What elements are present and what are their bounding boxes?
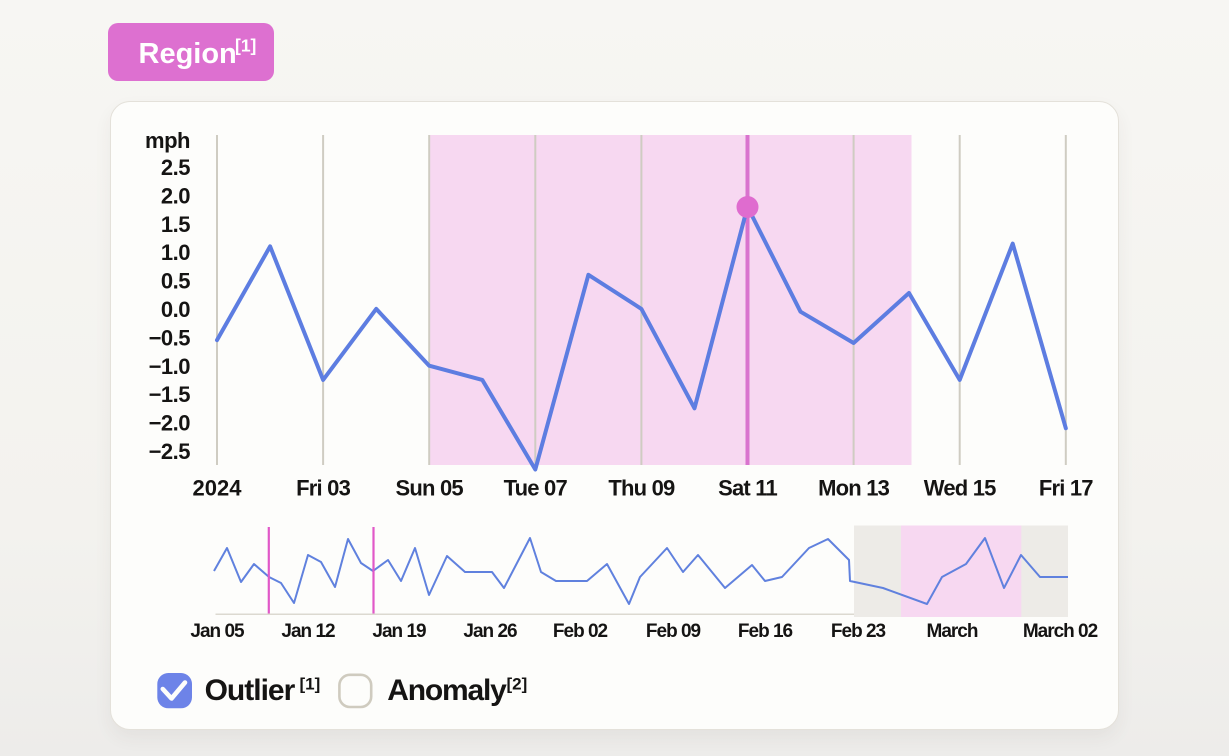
svg-text:Feb 09: Feb 09 — [646, 621, 701, 642]
svg-text:Feb 23: Feb 23 — [831, 621, 886, 642]
svg-text:Outlier: Outlier — [205, 674, 296, 707]
svg-text:[1]: [1] — [235, 36, 256, 56]
svg-text:mph: mph — [145, 128, 190, 153]
svg-text:Jan 12: Jan 12 — [281, 621, 335, 642]
svg-text:−1.0: −1.0 — [149, 354, 191, 379]
svg-text:1.0: 1.0 — [161, 240, 190, 265]
svg-text:Feb 16: Feb 16 — [738, 621, 793, 642]
svg-text:Mon 13: Mon 13 — [818, 476, 890, 501]
svg-text:Region: Region — [139, 38, 237, 70]
svg-text:Jan 19: Jan 19 — [372, 621, 426, 642]
svg-text:−1.5: −1.5 — [149, 382, 191, 407]
svg-text:Feb 02: Feb 02 — [553, 621, 608, 642]
svg-text:March 02: March 02 — [1023, 621, 1098, 642]
svg-text:Tue 07: Tue 07 — [504, 476, 568, 501]
svg-text:Anomaly: Anomaly — [387, 674, 507, 707]
svg-text:2.0: 2.0 — [161, 183, 190, 208]
svg-text:[1]: [1] — [300, 675, 321, 694]
svg-text:−2.0: −2.0 — [149, 411, 191, 436]
svg-text:Jan 26: Jan 26 — [463, 621, 517, 642]
svg-text:March: March — [927, 621, 978, 642]
svg-text:Fri 17: Fri 17 — [1039, 476, 1093, 501]
svg-text:0.0: 0.0 — [161, 297, 190, 322]
svg-text:2024: 2024 — [193, 476, 243, 501]
svg-text:Fri 03: Fri 03 — [296, 476, 350, 501]
svg-text:Thu 09: Thu 09 — [608, 476, 675, 501]
svg-text:Jan 05: Jan 05 — [190, 621, 245, 642]
svg-text:Sat 11: Sat 11 — [718, 476, 777, 501]
svg-text:−2.5: −2.5 — [149, 439, 191, 464]
svg-text:Wed 15: Wed 15 — [924, 476, 996, 501]
svg-text:[2]: [2] — [507, 675, 528, 694]
svg-text:Sun 05: Sun 05 — [396, 476, 464, 501]
svg-text:−0.5: −0.5 — [149, 325, 191, 350]
svg-text:0.5: 0.5 — [161, 269, 190, 294]
svg-text:2.5: 2.5 — [161, 155, 190, 180]
svg-text:1.5: 1.5 — [161, 212, 190, 237]
